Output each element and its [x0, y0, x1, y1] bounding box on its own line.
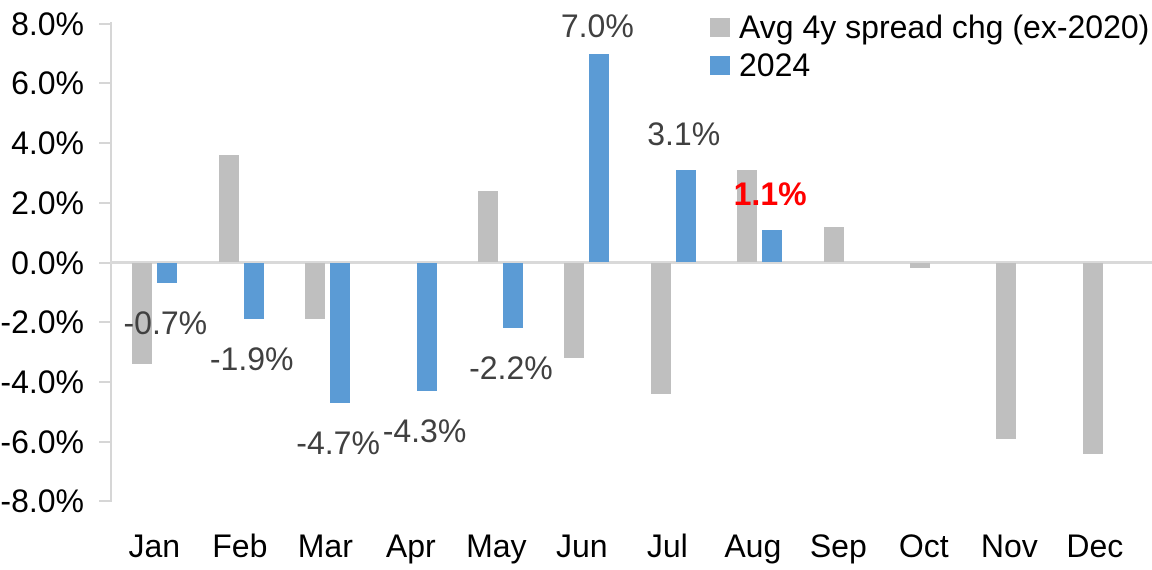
x-tick-label-nov: Nov: [980, 528, 1038, 564]
bar-avg-mar: [305, 262, 326, 320]
y-tick-label: 4.0%: [11, 125, 84, 162]
bar-avg-oct: [909, 262, 930, 269]
bar-avg-feb: [218, 155, 239, 263]
data-label-may: -2.2%: [469, 350, 553, 387]
bar-y2024-jan: [157, 262, 178, 284]
x-tick-label-feb: Feb: [212, 528, 268, 564]
x-tick-label-jun: Jun: [556, 528, 608, 564]
x-tick-label-aug: Aug: [724, 528, 782, 564]
data-label-apr: -4.3%: [382, 412, 467, 449]
bar-avg-sep: [823, 226, 844, 263]
bar-y2024-aug: [762, 229, 783, 263]
bar-avg-may: [477, 190, 498, 263]
y-tick-mark: [99, 321, 111, 324]
bar-y2024-apr: [416, 262, 437, 391]
x-tick-label-jul: Jul: [646, 528, 688, 564]
y-tick-label: -4.0%: [0, 363, 84, 400]
x-tick-label-sep: Sep: [809, 528, 867, 564]
bar-avg-nov: [996, 262, 1017, 439]
x-tick-label-jan: Jan: [128, 528, 181, 564]
data-label-feb: -1.9%: [209, 341, 294, 378]
y-tick-label: 6.0%: [11, 65, 84, 102]
y-tick-label: 0.0%: [11, 244, 84, 281]
data-label-aug: 1.1%: [733, 175, 807, 212]
bar-avg-jan: [132, 262, 153, 364]
legend-item-2024-series: 2024: [710, 46, 1149, 84]
y-tick-label: -8.0%: [0, 483, 84, 520]
bar-y2024-feb: [243, 262, 264, 320]
y-tick-mark: [99, 142, 111, 145]
legend-label-2024-series: 2024: [739, 46, 811, 83]
bar-avg-aug: [737, 169, 758, 263]
y-tick-mark: [99, 380, 111, 383]
x-tick-label-may: May: [466, 528, 527, 564]
data-label-jan: -0.7%: [123, 305, 208, 342]
data-label-jun: 7.0%: [560, 8, 634, 44]
x-tick-label-dec: Dec: [1066, 528, 1124, 564]
y-tick-label: -2.0%: [0, 304, 84, 341]
legend-item-avg-series: Avg 4y spread chg (ex-2020): [710, 8, 1149, 46]
legend-label-avg-series: Avg 4y spread chg (ex-2020): [739, 8, 1150, 45]
y-tick-mark: [99, 500, 111, 503]
bar-y2024-jun: [589, 53, 610, 263]
bar-y2024-may: [502, 262, 523, 329]
bar-avg-dec: [1082, 262, 1103, 454]
x-tick-label-mar: Mar: [297, 528, 353, 564]
legend: Avg 4y spread chg (ex-2020) 2024: [710, 8, 1149, 84]
y-tick-label: 2.0%: [11, 184, 84, 221]
y-tick-mark: [99, 201, 111, 204]
data-label-mar: -4.7%: [296, 424, 380, 461]
y-tick-label: 8.0%: [11, 5, 84, 42]
bar-y2024-mar: [330, 262, 351, 403]
bar-y2024-jul: [675, 169, 696, 263]
legend-swatch-blue-icon: [710, 55, 730, 75]
y-tick-label: -6.0%: [0, 423, 84, 460]
y-tick-mark: [99, 261, 111, 264]
data-label-jul: 3.1%: [647, 115, 721, 152]
y-tick-mark: [99, 22, 111, 25]
x-axis-zero-line: [110, 261, 1152, 264]
legend-swatch-gray-icon: [710, 17, 730, 37]
bar-avg-jul: [650, 262, 671, 394]
x-tick-label-oct: Oct: [898, 528, 949, 564]
y-tick-mark: [99, 440, 111, 443]
y-tick-mark: [99, 82, 111, 85]
bar-avg-jun: [564, 262, 585, 359]
x-tick-label-apr: Apr: [385, 528, 436, 564]
